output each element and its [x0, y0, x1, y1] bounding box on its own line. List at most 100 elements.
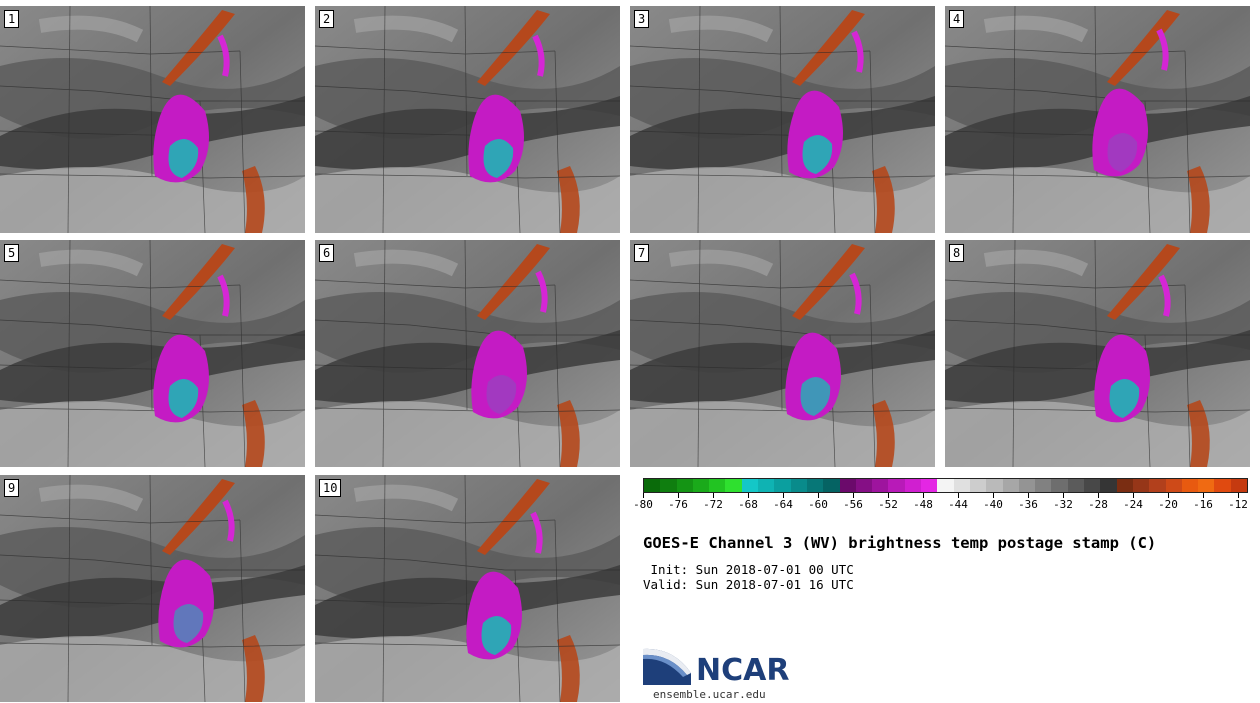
colorbar-swatch — [741, 479, 759, 492]
colorbar-swatch — [758, 479, 775, 492]
map-panel-3: 3 — [630, 6, 935, 233]
colorbar-swatch — [1132, 479, 1150, 492]
colorbar-tick-label: -16 — [1193, 498, 1213, 511]
colorbar-tick — [958, 493, 959, 498]
colorbar-tick-label: -56 — [843, 498, 863, 511]
logo-url: ensemble.ucar.edu — [653, 688, 766, 701]
colorbar-swatch — [660, 479, 677, 492]
colorbar-swatch — [953, 479, 970, 492]
map-panel-5: 5 — [0, 240, 305, 467]
figure-title: GOES-E Channel 3 (WV) brightness temp po… — [643, 534, 1157, 552]
colorbar-swatch — [1051, 479, 1068, 492]
colorbar-tick-label: -36 — [1018, 498, 1038, 511]
colorbar-tick-label: -60 — [808, 498, 828, 511]
panel-number-label: 8 — [949, 244, 965, 262]
colorbar-tick-label: -32 — [1053, 498, 1073, 511]
map-panel-2: 2 — [315, 6, 620, 233]
panel-number-label: 5 — [4, 244, 20, 262]
colorbar — [643, 478, 1248, 493]
colorbar-swatch — [644, 479, 661, 492]
colorbar-tick-label: -68 — [738, 498, 758, 511]
colorbar-swatch — [676, 479, 693, 492]
panel-number-label: 7 — [634, 244, 650, 262]
colorbar-tick-label: -12 — [1228, 498, 1248, 511]
colorbar-tick — [1028, 493, 1029, 498]
colorbar-swatch — [937, 479, 954, 492]
colorbar-swatch — [1084, 479, 1101, 492]
colorbar-tick-label: -44 — [948, 498, 968, 511]
init-time: Init: Sun 2018-07-01 00 UTC — [643, 562, 854, 577]
colorbar-swatch — [1181, 479, 1199, 492]
colorbar-tick — [888, 493, 889, 498]
colorbar-swatch — [790, 479, 807, 492]
colorbar-tick-label: -24 — [1123, 498, 1143, 511]
colorbar-swatch — [1002, 479, 1019, 492]
map-panel-7: 7 — [630, 240, 935, 467]
colorbar-tick-label: -72 — [703, 498, 723, 511]
colorbar-tick-label: -80 — [633, 498, 653, 511]
colorbar-tick — [1238, 493, 1239, 498]
colorbar-tick — [1168, 493, 1169, 498]
colorbar-tick — [1063, 493, 1064, 498]
colorbar-swatch — [1018, 479, 1036, 492]
colorbar-swatch — [855, 479, 873, 492]
colorbar-swatch — [806, 479, 824, 492]
colorbar-swatch — [904, 479, 922, 492]
panel-number-label: 4 — [949, 10, 965, 28]
colorbar-swatch — [823, 479, 840, 492]
colorbar-swatch — [872, 479, 889, 492]
colorbar-tick-label: -76 — [668, 498, 688, 511]
colorbar-swatch — [1214, 479, 1231, 492]
colorbar-swatch — [1067, 479, 1085, 492]
ncar-logo-icon — [643, 648, 691, 685]
colorbar-tick — [923, 493, 924, 498]
map-panel-4: 4 — [945, 6, 1250, 233]
colorbar-tick — [713, 493, 714, 498]
colorbar-swatch — [692, 479, 710, 492]
map-panel-8: 8 — [945, 240, 1250, 467]
panel-number-label: 1 — [4, 10, 20, 28]
colorbar-swatch — [969, 479, 987, 492]
colorbar-tick — [643, 493, 644, 498]
panel-number-label: 9 — [4, 479, 20, 497]
colorbar-swatch — [709, 479, 726, 492]
panel-number-label: 10 — [319, 479, 342, 497]
colorbar-tick — [993, 493, 994, 498]
map-panel-1: 1 — [0, 6, 305, 233]
colorbar-tick-label: -20 — [1158, 498, 1178, 511]
colorbar-swatch — [725, 479, 742, 492]
colorbar-tick — [818, 493, 819, 498]
colorbar-swatch — [986, 479, 1003, 492]
map-panel-10: 10 — [315, 475, 620, 702]
colorbar-swatch — [888, 479, 905, 492]
colorbar-tick — [748, 493, 749, 498]
colorbar-swatch — [1116, 479, 1133, 492]
colorbar-tick-label: -64 — [773, 498, 793, 511]
colorbar-tick-label: -52 — [878, 498, 898, 511]
panel-number-label: 2 — [319, 10, 335, 28]
colorbar-tick-label: -48 — [913, 498, 933, 511]
colorbar-tick — [1203, 493, 1204, 498]
colorbar-swatch — [921, 479, 938, 492]
colorbar-tick — [1098, 493, 1099, 498]
colorbar-swatch — [1035, 479, 1052, 492]
panel-number-label: 6 — [319, 244, 335, 262]
colorbar-tick — [853, 493, 854, 498]
panel-number-label: 3 — [634, 10, 650, 28]
colorbar-tick-label: -28 — [1088, 498, 1108, 511]
colorbar-tick-label: -40 — [983, 498, 1003, 511]
colorbar-tick — [783, 493, 784, 498]
colorbar-tick — [678, 493, 679, 498]
map-panel-9: 9 — [0, 475, 305, 702]
colorbar-swatch — [1165, 479, 1182, 492]
colorbar-swatch — [1198, 479, 1215, 492]
map-panel-6: 6 — [315, 240, 620, 467]
colorbar-swatch — [1100, 479, 1117, 492]
colorbar-tick — [1133, 493, 1134, 498]
colorbar-swatch — [774, 479, 791, 492]
valid-time: Valid: Sun 2018-07-01 16 UTC — [643, 577, 854, 592]
colorbar-swatch — [1149, 479, 1166, 492]
ncar-logo-text: NCAR — [696, 653, 790, 688]
colorbar-swatch — [1230, 479, 1247, 492]
colorbar-swatch — [839, 479, 856, 492]
